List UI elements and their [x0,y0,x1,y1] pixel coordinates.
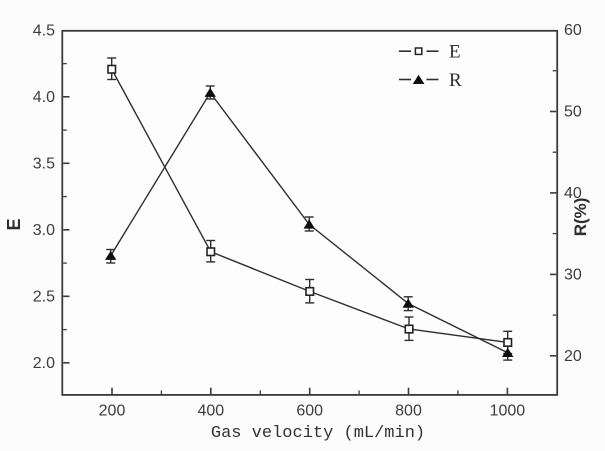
svg-text:R(%): R(%) [571,198,590,237]
svg-text:2.0: 2.0 [33,355,55,372]
svg-text:1000: 1000 [490,403,526,420]
svg-text:3.0: 3.0 [33,222,55,239]
svg-text:E: E [4,218,24,230]
svg-text:3.5: 3.5 [33,155,55,172]
svg-text:50: 50 [564,104,582,121]
svg-text:20: 20 [564,348,582,365]
svg-text:600: 600 [296,403,323,420]
svg-text:4.0: 4.0 [33,89,55,106]
svg-text:Gas velocity (mL/min): Gas velocity (mL/min) [211,424,425,443]
svg-text:200: 200 [99,403,126,420]
svg-text:40: 40 [564,185,582,202]
svg-text:800: 800 [395,403,422,420]
svg-text:2.5: 2.5 [33,288,55,305]
svg-text:E: E [449,42,461,63]
svg-text:400: 400 [197,403,224,420]
svg-text:60: 60 [564,22,582,39]
svg-text:R: R [449,70,462,91]
svg-text:4.5: 4.5 [33,22,55,39]
svg-text:30: 30 [564,266,582,283]
